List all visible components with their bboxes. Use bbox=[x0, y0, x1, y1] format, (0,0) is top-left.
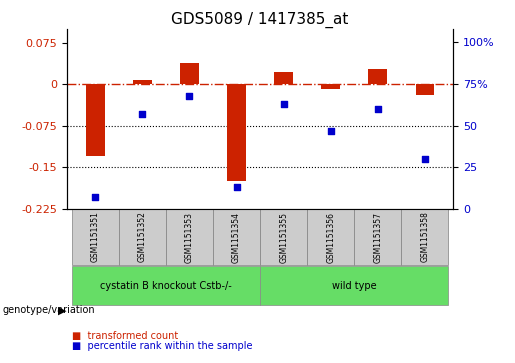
Point bbox=[374, 106, 382, 112]
FancyBboxPatch shape bbox=[307, 209, 354, 265]
Point bbox=[327, 128, 335, 134]
Bar bbox=[86, 84, 105, 156]
Point bbox=[185, 93, 194, 98]
Point bbox=[91, 194, 99, 200]
Text: GSM1151354: GSM1151354 bbox=[232, 212, 241, 262]
Text: GSM1151353: GSM1151353 bbox=[185, 212, 194, 262]
FancyBboxPatch shape bbox=[401, 209, 449, 265]
Bar bbox=[321, 84, 340, 89]
Text: GSM1151358: GSM1151358 bbox=[420, 212, 430, 262]
Bar bbox=[274, 72, 293, 84]
Bar bbox=[416, 84, 434, 95]
Point bbox=[138, 111, 146, 117]
Text: GSM1151356: GSM1151356 bbox=[326, 212, 335, 262]
FancyBboxPatch shape bbox=[260, 209, 307, 265]
FancyBboxPatch shape bbox=[166, 209, 213, 265]
Bar bbox=[368, 69, 387, 84]
Bar bbox=[227, 84, 246, 181]
FancyBboxPatch shape bbox=[354, 209, 401, 265]
Bar bbox=[133, 80, 152, 84]
Title: GDS5089 / 1417385_at: GDS5089 / 1417385_at bbox=[171, 12, 349, 28]
Text: GSM1151355: GSM1151355 bbox=[279, 212, 288, 262]
FancyBboxPatch shape bbox=[260, 266, 449, 305]
FancyBboxPatch shape bbox=[72, 209, 119, 265]
Point bbox=[421, 156, 429, 162]
Text: genotype/variation: genotype/variation bbox=[3, 305, 95, 315]
Text: ■  transformed count: ■ transformed count bbox=[72, 331, 178, 341]
Text: cystatin B knockout Cstb-/-: cystatin B knockout Cstb-/- bbox=[100, 281, 232, 291]
Text: wild type: wild type bbox=[332, 281, 376, 291]
Text: GSM1151357: GSM1151357 bbox=[373, 212, 382, 262]
Point bbox=[280, 101, 288, 107]
Bar bbox=[180, 63, 199, 84]
FancyBboxPatch shape bbox=[119, 209, 166, 265]
Text: GSM1151351: GSM1151351 bbox=[91, 212, 100, 262]
FancyBboxPatch shape bbox=[72, 266, 260, 305]
FancyBboxPatch shape bbox=[213, 209, 260, 265]
Point bbox=[232, 184, 241, 190]
Text: ▶: ▶ bbox=[58, 305, 66, 315]
Text: GSM1151352: GSM1151352 bbox=[138, 212, 147, 262]
Text: ■  percentile rank within the sample: ■ percentile rank within the sample bbox=[72, 340, 252, 351]
